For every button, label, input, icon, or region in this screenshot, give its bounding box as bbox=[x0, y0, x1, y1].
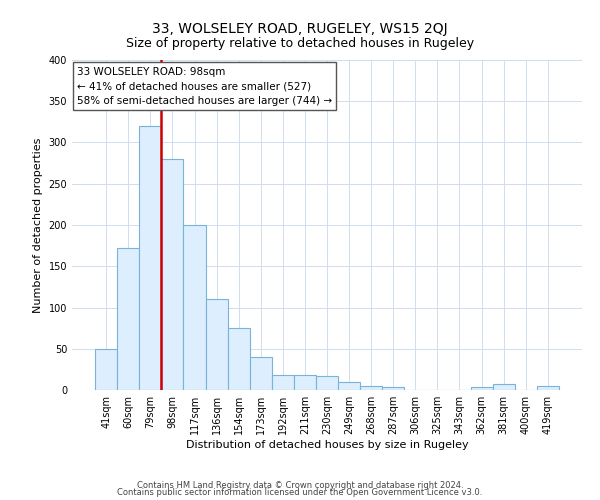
Bar bbox=[95, 349, 117, 390]
Bar bbox=[338, 382, 360, 390]
Bar bbox=[272, 375, 294, 390]
Y-axis label: Number of detached properties: Number of detached properties bbox=[33, 138, 43, 312]
Bar bbox=[493, 384, 515, 390]
Bar bbox=[294, 375, 316, 390]
Bar bbox=[161, 159, 184, 390]
Bar bbox=[139, 126, 161, 390]
Bar bbox=[250, 357, 272, 390]
Bar bbox=[117, 248, 139, 390]
Bar bbox=[227, 328, 250, 390]
Text: Contains HM Land Registry data © Crown copyright and database right 2024.: Contains HM Land Registry data © Crown c… bbox=[137, 480, 463, 490]
Bar bbox=[360, 386, 382, 390]
Bar bbox=[184, 225, 206, 390]
Bar bbox=[470, 386, 493, 390]
Text: Size of property relative to detached houses in Rugeley: Size of property relative to detached ho… bbox=[126, 38, 474, 51]
Text: 33 WOLSELEY ROAD: 98sqm
← 41% of detached houses are smaller (527)
58% of semi-d: 33 WOLSELEY ROAD: 98sqm ← 41% of detache… bbox=[77, 66, 332, 106]
Bar bbox=[316, 376, 338, 390]
Text: 33, WOLSELEY ROAD, RUGELEY, WS15 2QJ: 33, WOLSELEY ROAD, RUGELEY, WS15 2QJ bbox=[152, 22, 448, 36]
Bar bbox=[537, 386, 559, 390]
Bar bbox=[206, 299, 227, 390]
Bar bbox=[382, 386, 404, 390]
Text: Contains public sector information licensed under the Open Government Licence v3: Contains public sector information licen… bbox=[118, 488, 482, 497]
X-axis label: Distribution of detached houses by size in Rugeley: Distribution of detached houses by size … bbox=[185, 440, 469, 450]
